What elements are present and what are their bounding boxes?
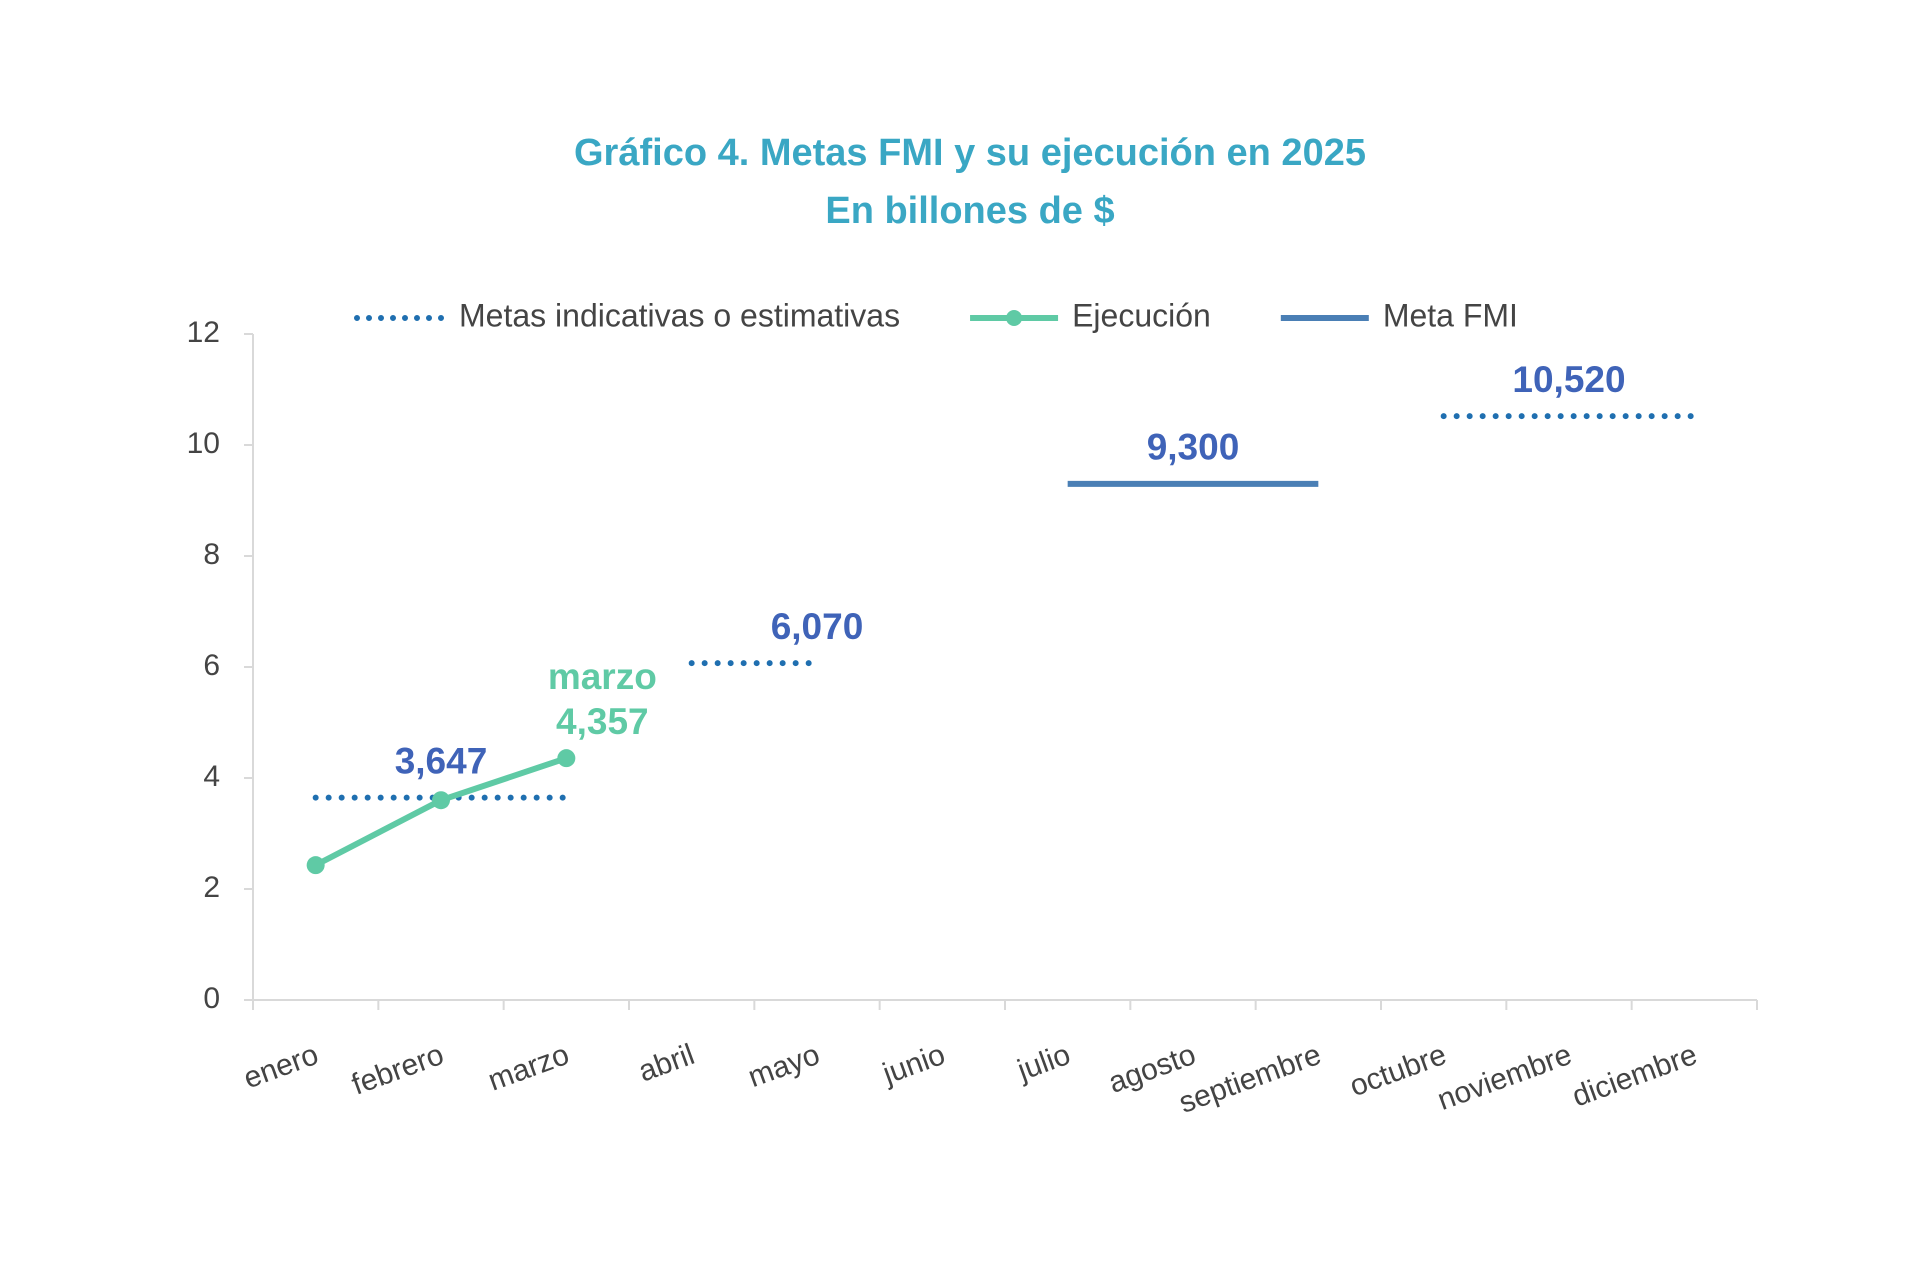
y-tick-label: 0: [203, 982, 220, 1015]
data-point: [432, 791, 450, 810]
value-label: 3,647: [395, 740, 488, 781]
y-tick-label: 4: [203, 760, 220, 793]
x-tick-label: noviembre: [1433, 1038, 1576, 1117]
x-tick-label: febrero: [347, 1038, 448, 1102]
legend-label: Metas indicativas o estimativas: [459, 297, 900, 333]
y-tick-label: 12: [187, 316, 220, 349]
legend-label: Meta FMI: [1383, 297, 1518, 333]
y-tick-label: 2: [203, 871, 220, 904]
value-label: 9,300: [1147, 427, 1240, 468]
x-tick-label: septiembre: [1175, 1038, 1326, 1120]
y-tick-label: 8: [203, 538, 220, 571]
x-tick-label: marzo: [484, 1038, 574, 1098]
data-point: [557, 749, 576, 768]
x-tick-label: julio: [1012, 1038, 1074, 1088]
y-tick-label: 10: [187, 427, 220, 460]
value-label: 4,357: [556, 701, 649, 742]
legend-marker: [1006, 310, 1023, 326]
annotation: marzo: [548, 656, 657, 697]
y-tick-label: 6: [203, 649, 220, 682]
x-tick-label: mayo: [744, 1038, 824, 1094]
chart-subtitle: En billones de $: [825, 190, 1114, 232]
data-point: [306, 856, 325, 875]
x-tick-label: junio: [878, 1038, 950, 1091]
value-label: 6,070: [771, 606, 864, 647]
x-tick-label: diciembre: [1568, 1038, 1702, 1113]
legend-label: Ejecución: [1072, 297, 1211, 333]
value-label: 10,520: [1512, 359, 1625, 400]
x-tick-label: abril: [634, 1038, 699, 1088]
x-tick-label: enero: [239, 1038, 322, 1095]
chart-title: Gráfico 4. Metas FMI y su ejecución en 2…: [574, 132, 1366, 174]
